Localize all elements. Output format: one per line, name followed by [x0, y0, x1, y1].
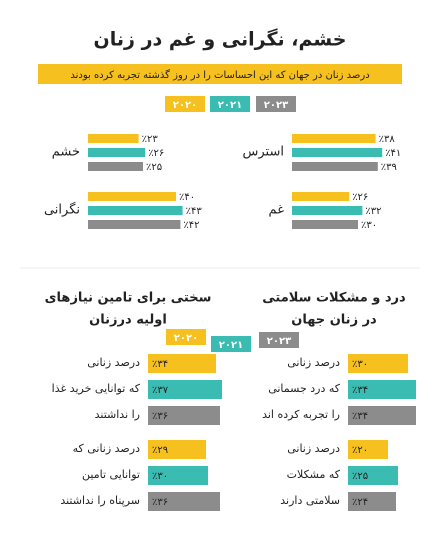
category-label: که توانایی خرید غذا: [52, 382, 141, 395]
value-label: ٪۲۵: [352, 471, 368, 482]
legend-label: ۲۰۲۰: [174, 333, 198, 344]
category-label: سلامتی دارند: [280, 494, 340, 507]
value-label: ٪۳۰: [352, 359, 368, 370]
legend-label: ۲۰۲۱: [218, 100, 242, 111]
legend-swatch: [256, 96, 296, 112]
bar: [292, 220, 358, 229]
bar: [88, 206, 183, 215]
bar: [348, 354, 408, 373]
legend-label: ۲۰۲۳: [267, 336, 291, 347]
bar: [348, 380, 416, 399]
legend-swatch: [165, 96, 205, 112]
value-label: ٪۳۷: [152, 385, 169, 396]
category-label: استرس: [243, 145, 284, 160]
value-label: ٪۴۱: [385, 148, 401, 159]
bar: [292, 162, 378, 171]
value-label: ٪۴۳: [186, 206, 203, 217]
bar: [292, 206, 363, 215]
panel-title: اولیه درزنان: [89, 313, 167, 328]
category-label: خشم: [52, 145, 80, 160]
value-label: ٪۳۸: [379, 134, 396, 145]
legend-label: ۲۰۲۳: [264, 100, 288, 111]
bar: [292, 192, 350, 201]
panel-title: در زنان جهان: [291, 313, 377, 328]
category-label: را تجربه کرده اند: [262, 408, 340, 421]
category-label: که مشکلات: [287, 468, 341, 481]
bar: [348, 492, 396, 511]
value-label: ٪۳۴: [352, 385, 368, 396]
value-label: ٪۲۳: [142, 134, 159, 145]
bar: [292, 148, 383, 157]
legend-label: ۲۰۲۰: [173, 100, 197, 111]
subtitle-band: [38, 64, 402, 84]
category-label: توانایی تامین: [82, 468, 140, 481]
legend-swatch: [259, 332, 299, 348]
bar: [148, 492, 220, 511]
bar: [348, 440, 388, 459]
subtitle: درصد زنان در جهان که این احساسات را در ر…: [70, 69, 369, 81]
category-label: نگرانی: [44, 202, 80, 218]
value-label: ٪۲۹: [152, 445, 168, 456]
bar: [88, 192, 176, 201]
value-label: ٪۲۶: [148, 148, 164, 159]
bar: [148, 380, 222, 399]
panel-title: درد و مشکلات سلامتی: [262, 291, 406, 306]
bar: [148, 406, 220, 425]
bar: [88, 220, 181, 229]
value-label: ٪۳۴: [152, 359, 168, 370]
value-label: ٪۴۰: [179, 192, 195, 203]
bar: [348, 406, 416, 425]
category-label: را نداشتند: [95, 408, 140, 421]
value-label: ٪۳۰: [152, 471, 168, 482]
bar: [88, 162, 143, 171]
bar: [88, 134, 139, 143]
legend-label: ۲۰۲۱: [219, 340, 243, 351]
bar: [148, 440, 206, 459]
bar: [348, 466, 398, 485]
value-label: ٪۲۰: [352, 445, 368, 456]
legend-swatch: [211, 336, 251, 352]
value-label: ٪۲۵: [146, 162, 162, 173]
value-label: ٪۳۰: [361, 220, 377, 231]
category-label: درصد زنانی که: [73, 442, 141, 455]
value-label: ٪۳۲: [365, 206, 381, 217]
category-label: درصد زنانی: [87, 356, 140, 369]
category-label: درصد زنانی: [287, 356, 340, 369]
bar: [88, 148, 146, 157]
category-label: سرپناه را نداشتند: [60, 494, 140, 507]
category-label: غم: [269, 203, 285, 218]
category-label: درصد زنانی: [287, 442, 340, 455]
value-label: ٪۲۶: [352, 192, 368, 203]
category-label: که درد جسمانی: [268, 382, 341, 395]
value-label: ٪۴۲: [183, 220, 199, 231]
panel-title: سختی برای تامین نیازهای: [45, 291, 212, 306]
title: خشم، نگرانی و غم در زنان: [94, 28, 347, 51]
value-label: ٪۲۴: [352, 497, 368, 508]
legend-swatch: [210, 96, 250, 112]
bar: [292, 134, 376, 143]
value-label: ٪۳۴: [352, 411, 368, 422]
legend-swatch: [166, 329, 206, 345]
bar: [148, 466, 208, 485]
value-label: ٪۳۶: [152, 497, 168, 508]
value-label: ٪۳۹: [381, 162, 397, 173]
bar: [148, 354, 216, 373]
value-label: ٪۳۶: [152, 411, 168, 422]
